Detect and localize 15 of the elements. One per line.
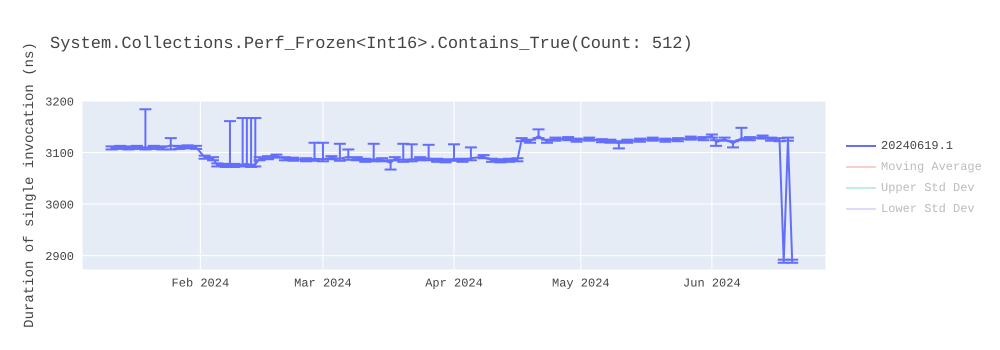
x-tick-label: Feb 2024: [172, 276, 230, 291]
legend-label: 20240619.1: [881, 138, 954, 152]
y-tick-label: 2900: [45, 250, 74, 264]
x-tick-label: Mar 2024: [294, 276, 352, 291]
y-axis-title: Duration of single invocation (ns): [22, 42, 38, 328]
y-tick-label: 3000: [45, 198, 74, 212]
x-tick-label: Jun 2024: [683, 276, 741, 291]
legend-label: Upper Std Dev: [881, 180, 975, 194]
legend-label: Lower Std Dev: [881, 202, 975, 216]
x-tick-label: May 2024: [552, 276, 610, 291]
y-tick-label: 3100: [45, 146, 74, 161]
y-tick-label: 3200: [45, 95, 74, 110]
x-tick-label: Apr 2024: [425, 276, 483, 291]
chart-title: System.Collections.Perf_Frozen<Int16>.Contains_True(Count: 512): [50, 35, 693, 54]
legend-label: Moving Average: [881, 160, 982, 174]
